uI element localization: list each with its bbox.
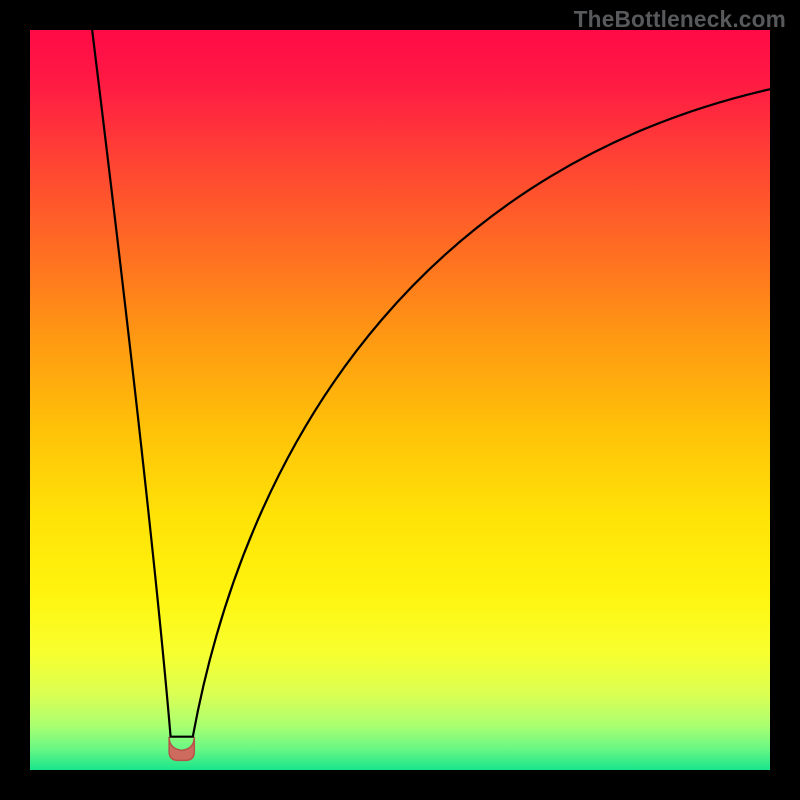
chart-frame: TheBottleneck.com xyxy=(0,0,800,800)
bottleneck-chart xyxy=(0,0,800,800)
plot-area xyxy=(30,30,770,770)
watermark-text: TheBottleneck.com xyxy=(574,6,786,33)
